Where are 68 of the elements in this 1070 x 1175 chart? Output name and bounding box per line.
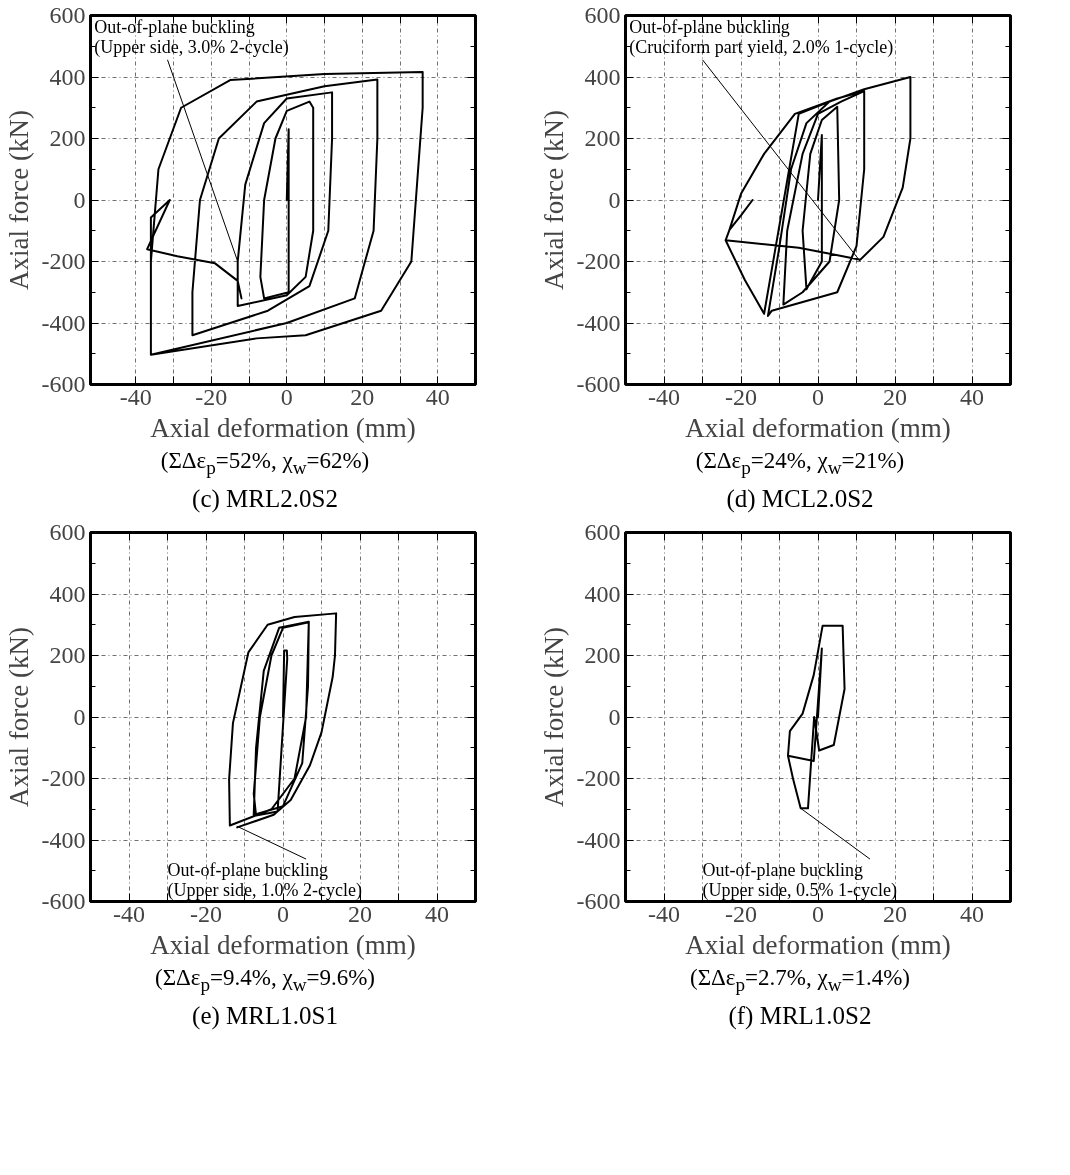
x-tick-label: -40 (648, 383, 680, 410)
x-tick-label: 40 (425, 900, 449, 927)
y-tick-label: -400 (576, 826, 621, 853)
x-tick-label: -20 (725, 900, 757, 927)
x-tick-label: 0 (280, 383, 293, 410)
x-tick-label: 0 (812, 900, 824, 927)
y-tick-label: 200 (584, 641, 621, 668)
annotation: Out-of-plane buckling (Upper side, 3.0% 2-cycle) (94, 17, 289, 59)
x-tick-label: 20 (883, 383, 907, 410)
y-tick-label: 400 (584, 580, 621, 607)
x-tick-label: 20 (350, 383, 375, 410)
x-tick-label: 40 (960, 383, 984, 410)
y-tick-label: 0 (73, 703, 86, 730)
y-tick-label: 600 (49, 2, 86, 28)
y-tick-label: -400 (41, 309, 86, 336)
x-tick-label: 0 (812, 383, 824, 410)
x-axis-title: Axial deformation (mm) (685, 929, 951, 960)
y-tick-label: -600 (41, 371, 86, 397)
annotation: Out-of-plane buckling (Cruciform part yield, 2.0% 1-cycle) (629, 17, 894, 59)
y-tick-label: 600 (584, 518, 621, 545)
y-tick-label: -400 (576, 309, 621, 336)
x-axis-title: Axial deformation (mm) (685, 412, 951, 443)
y-tick-label: -600 (41, 887, 86, 914)
y-tick-label: 400 (584, 63, 621, 90)
y-tick-label: -600 (576, 371, 621, 397)
y-tick-label: 0 (608, 186, 621, 213)
y-tick-label: -200 (41, 248, 86, 274)
text: (f) MRL1.0S2 (727, 1000, 873, 1032)
annotation: Out-of-plane buckling (Upper side, 1.0% 2-cycle) (167, 859, 362, 901)
y-tick-label: -200 (41, 764, 86, 791)
x-axis-title: Axial deformation (mm) (150, 412, 416, 443)
text: (ΣΔε$_{p}$=52%, χ$_{w}$=62%) (159, 447, 371, 480)
y-axis-title: Axial force (kN) (538, 626, 569, 807)
x-tick-label: -20 (725, 383, 757, 410)
x-tick-label: -20 (190, 900, 222, 927)
y-tick-label: 600 (49, 518, 86, 545)
y-tick-label: 0 (73, 186, 86, 213)
y-tick-label: 600 (584, 2, 621, 28)
text: (c) MRL2.0S2 (191, 483, 339, 515)
x-tick-label: -40 (119, 383, 152, 410)
y-axis-title: Axial force (kN) (3, 110, 34, 290)
x-axis-title: Axial deformation (mm) (150, 929, 416, 960)
x-tick-label: 20 (348, 900, 372, 927)
text: (ΣΔε$_{p}$=9.4%, χ$_{w}$=9.6%) (153, 963, 377, 997)
y-tick-label: 200 (49, 641, 86, 668)
y-tick-label: -600 (576, 887, 621, 914)
y-tick-label: -200 (576, 764, 621, 791)
text: (ΣΔε$_{p}$=24%, χ$_{w}$=21%) (694, 447, 906, 480)
text: (d) MCL2.0S2 (725, 483, 875, 515)
x-tick-label: -40 (648, 900, 680, 927)
x-tick-label: -20 (195, 383, 228, 410)
text: (ΣΔε$_{p}$=2.7%, χ$_{w}$=1.4%) (688, 963, 912, 997)
y-tick-label: 200 (584, 125, 621, 151)
x-tick-label: 0 (277, 900, 289, 927)
y-tick-label: 0 (608, 703, 621, 730)
y-tick-label: -400 (41, 826, 86, 853)
x-tick-label: 20 (883, 900, 907, 927)
annotation: Out-of-plane buckling (Upper side, 0.5% 1-cycle) (702, 859, 897, 901)
x-tick-label: -40 (113, 900, 145, 927)
text: (e) MRL1.0S1 (191, 1000, 339, 1032)
y-tick-label: 400 (49, 580, 86, 607)
x-tick-label: 40 (960, 900, 984, 927)
y-tick-label: -200 (576, 248, 621, 274)
y-axis-title: Axial force (kN) (3, 626, 34, 807)
y-tick-label: 200 (49, 125, 86, 151)
y-axis-title: Axial force (kN) (538, 110, 569, 290)
x-tick-label: 40 (425, 383, 450, 410)
y-tick-label: 400 (49, 63, 86, 90)
